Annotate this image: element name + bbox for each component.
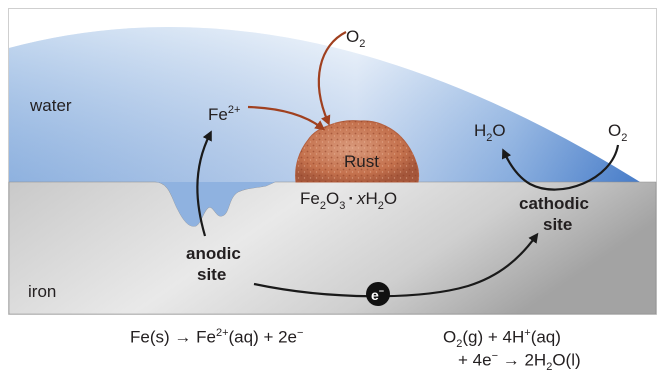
iron-label: iron — [28, 282, 56, 301]
electron-label: e− — [371, 286, 384, 303]
electron-flow-arrow — [253, 232, 539, 298]
anode-equation: Fe(s) → Fe2+(aq) + 2e− — [130, 327, 304, 347]
iron-ion-release-arrow — [196, 130, 212, 237]
frame-border — [8, 8, 657, 315]
cathode-equation-line1: O2(g) + 4H+(aq) — [443, 327, 561, 351]
cathodic-site-label-1: cathodic — [519, 194, 589, 213]
cathodic-site-label-2: site — [543, 215, 572, 234]
iron-ion-to-rust-arrow — [247, 105, 326, 131]
oxygen-top-label: O2 — [346, 27, 365, 50]
water-label: water — [29, 96, 72, 115]
anodic-site-label-1: anodic — [186, 244, 241, 263]
anodic-site-label-2: site — [197, 265, 226, 284]
pit-water — [155, 182, 275, 227]
rust-label: Rust — [344, 152, 379, 171]
water-molecule-label: H2O — [474, 121, 506, 144]
rust-formula: Fe2O3 · xH2O — [300, 189, 397, 212]
electron-badge — [366, 282, 390, 306]
oxygen-right-label: O2 — [608, 121, 627, 144]
oxygen-reduction-arrow — [501, 144, 620, 191]
oxygen-to-rust-arrow — [317, 31, 347, 126]
iron-ion-label: Fe2+ — [208, 104, 240, 124]
cathode-equation-line2: + 4e− → 2H2O(l) — [458, 350, 581, 374]
